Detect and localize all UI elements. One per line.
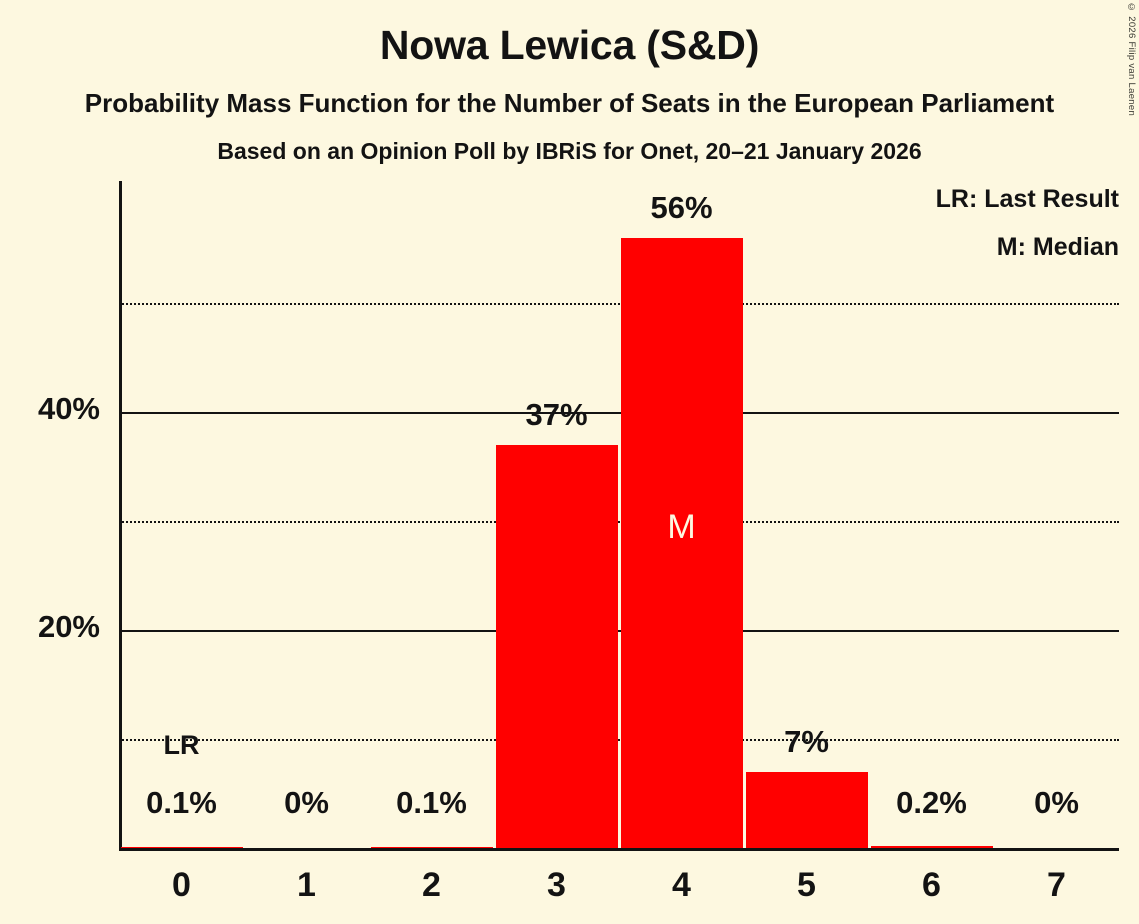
x-tick-label-3: 3 [547,866,566,904]
plot-area: 0.1% LR 0% 0.1% 37% M 56% 7% 0.2% 0% [119,181,1119,850]
value-label-seats-1: 0% [284,785,329,820]
gridline-dotted-10 [119,739,1119,741]
x-axis-line [119,848,1119,851]
x-tick-label-2: 2 [422,866,441,904]
value-label-seats-0: 0.1% [146,785,217,820]
bar-seats-4[interactable]: M [620,237,743,848]
bar-seats-6[interactable] [870,845,993,848]
x-tick-label-5: 5 [797,866,816,904]
chart-subtitle: Probability Mass Function for the Number… [84,88,1055,118]
value-label-seats-2: 0.1% [396,785,467,820]
last-result-marker: LR [163,730,200,760]
value-label-seats-3: 37% [525,396,588,432]
bar-seats-2[interactable] [370,846,493,848]
gridline-solid-20 [119,630,1119,632]
x-tick-label-7: 7 [1047,866,1066,904]
x-tick-label-0: 0 [172,866,191,904]
x-tick-label-4: 4 [672,866,691,904]
chart-source-note: Based on an Opinion Poll by IBRiS for On… [217,138,922,164]
y-tick-label-20pct: 20% [37,609,100,644]
bar-seats-5[interactable] [745,771,868,848]
bar-seats-3[interactable] [495,444,618,848]
median-marker: M [667,507,696,546]
bar-seats-0[interactable] [120,846,243,848]
value-label-seats-4: 56% [650,189,713,225]
page-title: Nowa Lewica (S&D) [379,22,760,68]
gridline-dotted-50 [119,303,1119,305]
value-label-seats-6: 0.2% [896,785,967,820]
y-axis-line [119,181,122,850]
x-tick-label-6: 6 [922,866,941,904]
gridline-dotted-30 [119,521,1119,523]
gridline-solid-40 [119,412,1119,414]
copyright-notice: © 2026 Filip van Laenen [1126,2,1137,117]
legend-last-result: LR: Last Result [935,185,1119,213]
legend-median: M: Median [996,233,1119,261]
x-tick-label-1: 1 [297,866,316,904]
value-label-seats-7: 0% [1034,785,1079,820]
value-label-seats-5: 7% [784,723,829,759]
y-tick-label-40pct: 40% [37,391,100,426]
